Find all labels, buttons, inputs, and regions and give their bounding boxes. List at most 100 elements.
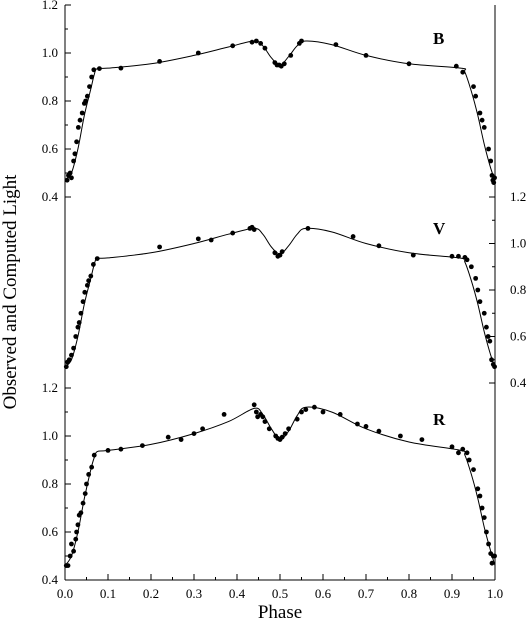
observed-point: [88, 273, 94, 279]
observed-point: [299, 409, 304, 415]
observed-point: [84, 481, 89, 487]
observed-point: [79, 110, 85, 116]
observed-point: [118, 65, 124, 71]
observed-point: [481, 515, 487, 520]
x-axis-title: Phase: [258, 602, 302, 623]
observed-point: [105, 448, 111, 453]
observed-point: [82, 491, 88, 496]
observed-point: [260, 414, 266, 420]
observed-point: [221, 412, 227, 417]
observed-point: [208, 237, 214, 243]
observed-point: [456, 253, 461, 259]
observed-point: [281, 61, 287, 67]
observed-point: [86, 472, 92, 477]
y-tick-label: 0.4: [510, 375, 527, 390]
observed-point: [86, 278, 92, 284]
observed-point: [74, 139, 80, 145]
observed-point: [489, 357, 494, 363]
observed-point: [471, 84, 476, 89]
observed-point: [195, 236, 201, 242]
observed-point: [230, 230, 236, 236]
observed-point: [262, 419, 268, 424]
observed-point: [165, 434, 171, 440]
observed-point: [78, 510, 84, 516]
x-tick-label: 0.8: [401, 586, 417, 601]
observed-point: [63, 364, 69, 370]
observed-point: [449, 253, 455, 259]
observed-point: [477, 110, 483, 116]
observed-point: [118, 446, 124, 452]
y-tick-label: 1.2: [510, 189, 526, 204]
observed-point: [200, 426, 206, 432]
observed-point: [91, 452, 97, 458]
observed-point: [65, 563, 71, 568]
observed-point: [67, 553, 73, 559]
x-tick-label: 0.4: [229, 586, 246, 601]
y-tick-label: 0.6: [42, 524, 59, 539]
observed-point: [140, 443, 145, 448]
observed-point: [69, 352, 74, 358]
observed-point: [363, 53, 369, 58]
y-tick-label: 0.6: [42, 141, 59, 156]
x-tick-label: 0.0: [57, 586, 73, 601]
observed-point: [464, 450, 470, 456]
observed-point: [71, 548, 76, 554]
computed-curve-R: [64, 406, 496, 566]
observed-point: [486, 541, 491, 547]
observed-point: [64, 177, 70, 183]
observed-point: [350, 234, 356, 239]
observed-point: [279, 434, 285, 440]
observed-point: [253, 409, 259, 415]
x-tick-label: 0.5: [272, 586, 288, 601]
panel-B: 0.4 0.6 0.8 1.0 1.2 B: [42, 0, 497, 204]
observed-point: [481, 310, 487, 316]
observed-point: [485, 334, 491, 339]
y-axis-title: Observed and Computed Light: [0, 174, 21, 410]
observed-point: [71, 345, 76, 351]
observed-point: [178, 437, 184, 442]
observed-point: [272, 250, 278, 256]
observed-point: [195, 50, 201, 56]
observed-point: [491, 180, 497, 186]
observed-point: [157, 59, 163, 64]
observed-point: [475, 486, 481, 492]
computed-curve-V: [64, 227, 496, 368]
y-tick-label: 1.2: [42, 0, 58, 12]
observed-point: [87, 84, 92, 89]
observed-point: [466, 457, 472, 463]
observed-point: [266, 426, 272, 432]
observed-point: [230, 43, 236, 49]
observed-point: [71, 158, 76, 164]
band-label-R: R: [433, 410, 446, 429]
observed-point: [67, 170, 73, 176]
observed-point: [76, 320, 82, 325]
x-tick-label: 0.7: [358, 586, 375, 601]
observed-point: [97, 66, 102, 71]
observed-point: [75, 324, 81, 330]
observed-point: [471, 467, 476, 472]
y-tick-label: 0.4: [42, 572, 59, 587]
observed-point: [91, 67, 97, 73]
band-label-B: B: [433, 29, 444, 48]
observed-point: [488, 158, 494, 164]
y-tick-label: 0.6: [510, 329, 527, 344]
observed-point: [337, 412, 343, 417]
observed-point: [477, 493, 483, 499]
observed-point: [82, 289, 88, 295]
observed-point: [78, 310, 84, 316]
x-tick-label: 0.2: [143, 586, 159, 601]
x-axis: 0.0 0.1 0.2 0.3 0.4 0.5 0.6 0.7 0.8 0.9 1.0: [57, 574, 503, 601]
observed-point: [486, 146, 491, 152]
observed-point: [484, 324, 489, 330]
observed-point: [251, 402, 257, 408]
band-label-V: V: [433, 219, 446, 238]
observed-point: [492, 553, 497, 559]
y-tick-label: 0.8: [42, 93, 58, 108]
observed-point: [460, 446, 466, 452]
observed-point: [253, 38, 259, 44]
observed-point: [69, 541, 74, 547]
observed-point: [73, 334, 79, 339]
observed-point: [320, 409, 326, 415]
observed-point: [312, 404, 317, 410]
observed-point: [303, 407, 309, 412]
